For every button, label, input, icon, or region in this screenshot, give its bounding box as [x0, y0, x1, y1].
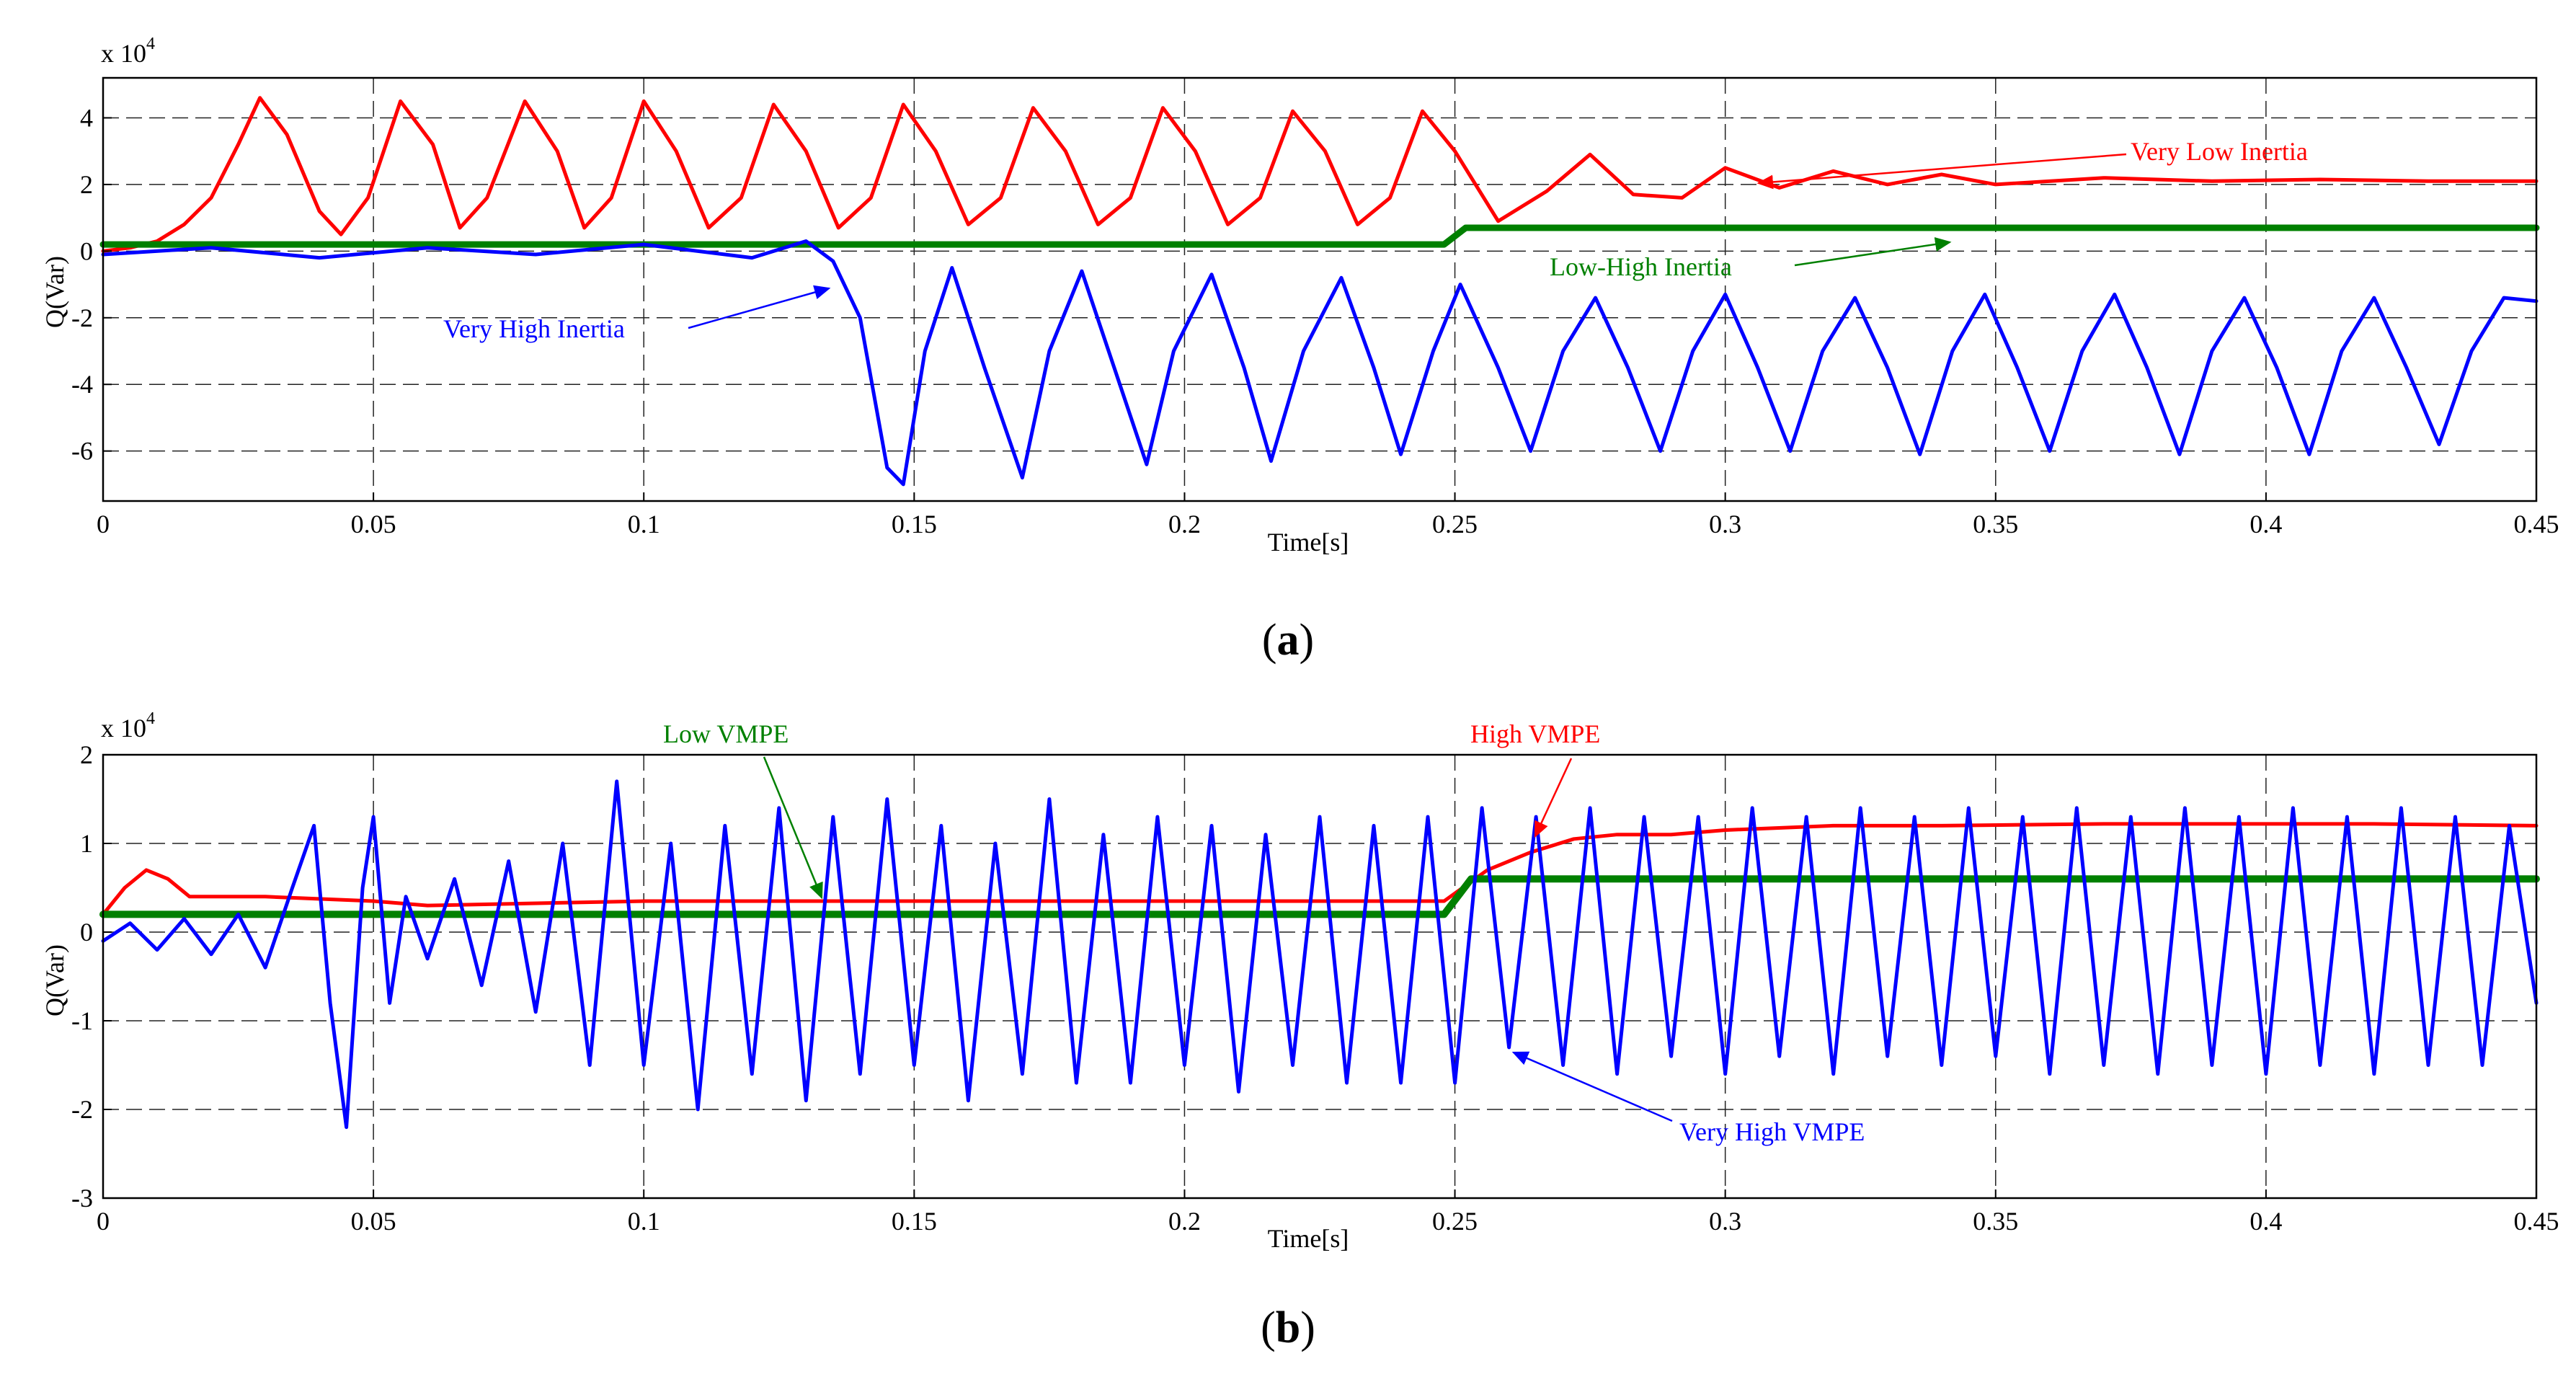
series-line-high-vmpe	[101, 822, 2539, 916]
series-line-very-low-inertia	[101, 96, 2539, 253]
annotation-arrow-very-high-inertia	[688, 285, 831, 329]
ticks-b: 0 0.05 0.1 0.15 0.2 0.25 0.3 0.35 0.4 0.45 -3 -2 -1 0…	[71, 740, 2559, 1236]
panel-b: 0 0.05 0.1 0.15 0.2 0.25 0.3 0.35 0.4 0.45 -3 -2 -1 0…	[40, 709, 2559, 1352]
annotation-low-vmpe: Low VMPE	[663, 719, 789, 748]
x-tick-label: 0.2	[1168, 1207, 1201, 1236]
x-tick-label: 0.05	[351, 1207, 396, 1236]
x-tick-label: 0.25	[1432, 1207, 1478, 1236]
y-scale-label-b: x 104	[101, 709, 155, 743]
x-tick-label: 0.15	[892, 1207, 937, 1236]
y-tick-label: -2	[71, 1095, 93, 1124]
annotation-arrow-high-vmpe	[1534, 758, 1573, 838]
annotation-very-low-inertia: Very Low Inertia	[2131, 137, 2308, 166]
x-tick-label: 0	[97, 510, 110, 538]
annotation-very-high-inertia: Very High Inertia	[443, 314, 625, 343]
panel-a: 0 0.05 0.1 0.15 0.2 0.25 0.3 0.35 0.4 0.45 -6 -4 -2 0…	[40, 35, 2559, 665]
y-scale-label-a: x 104	[101, 35, 155, 68]
grid-b	[103, 755, 2536, 1198]
x-tick-label: 0.35	[1973, 510, 2018, 538]
y-tick-label: -3	[71, 1184, 93, 1213]
x-tick-label: 0.35	[1973, 1207, 2018, 1236]
series-line-very-high-vmpe	[101, 779, 2539, 1130]
annotation-low-high-inertia: Low-High Inertia	[1550, 252, 1732, 281]
x-tick-label: 0.45	[2514, 1207, 2559, 1236]
series-a	[99, 96, 2540, 487]
x-tick-label: 0.25	[1432, 510, 1478, 538]
y-tick-label: 1	[80, 829, 93, 858]
x-tick-label: 0.1	[628, 1207, 660, 1236]
annotation-arrow-very-low-inertia	[1756, 153, 2127, 190]
y-tick-label: -1	[71, 1006, 93, 1035]
x-tick-label: 0.4	[2249, 510, 2282, 538]
y-axis-label-b: Q(Var)	[40, 944, 69, 1016]
x-tick-label: 0.4	[2249, 1207, 2282, 1236]
y-tick-label: 0	[80, 918, 93, 947]
x-tick-label: 0	[97, 1207, 110, 1236]
annotation-very-high-vmpe: Very High VMPE	[1679, 1117, 1865, 1146]
x-tick-label: 0.15	[892, 510, 937, 538]
series-b	[99, 779, 2540, 1130]
y-tick-label: 2	[80, 740, 93, 769]
y-tick-label: -6	[71, 437, 93, 466]
annotation-high-vmpe: High VMPE	[1470, 719, 1600, 748]
x-axis-label-b: Time[s]	[1268, 1224, 1349, 1253]
plot-area-a	[102, 77, 2537, 502]
x-axis-label-a: Time[s]	[1268, 528, 1349, 557]
x-tick-label: 0.45	[2514, 510, 2559, 538]
y-tick-label: -2	[71, 303, 93, 332]
x-tick-label: 0.3	[1709, 510, 1741, 538]
caption-b: (b)	[1261, 1303, 1315, 1352]
x-tick-label: 0.1	[628, 510, 660, 538]
y-tick-label: 0	[80, 236, 93, 265]
y-tick-label: 2	[80, 170, 93, 199]
x-tick-label: 0.3	[1709, 1207, 1741, 1236]
series-line-low-vmpe	[99, 875, 2540, 918]
y-tick-label: -4	[71, 370, 93, 399]
x-tick-label: 0.2	[1168, 510, 1201, 538]
x-tick-label: 0.05	[351, 510, 396, 538]
series-line-low-high-inertia	[99, 224, 2540, 248]
annotation-arrow-low-vmpe	[763, 756, 823, 900]
y-tick-label: 4	[80, 103, 93, 132]
annotation-arrow-low-high-inertia	[1794, 237, 1952, 267]
caption-a: (a)	[1262, 616, 1314, 665]
annotation-arrow-very-high-vmpe	[1511, 1051, 1673, 1122]
ticks-a: 0 0.05 0.1 0.15 0.2 0.25 0.3 0.35 0.4 0.45 -6 -4 -2 0…	[71, 103, 2559, 538]
series-line-very-high-inertia	[101, 239, 2539, 487]
y-axis-label-a: Q(Var)	[40, 256, 69, 328]
